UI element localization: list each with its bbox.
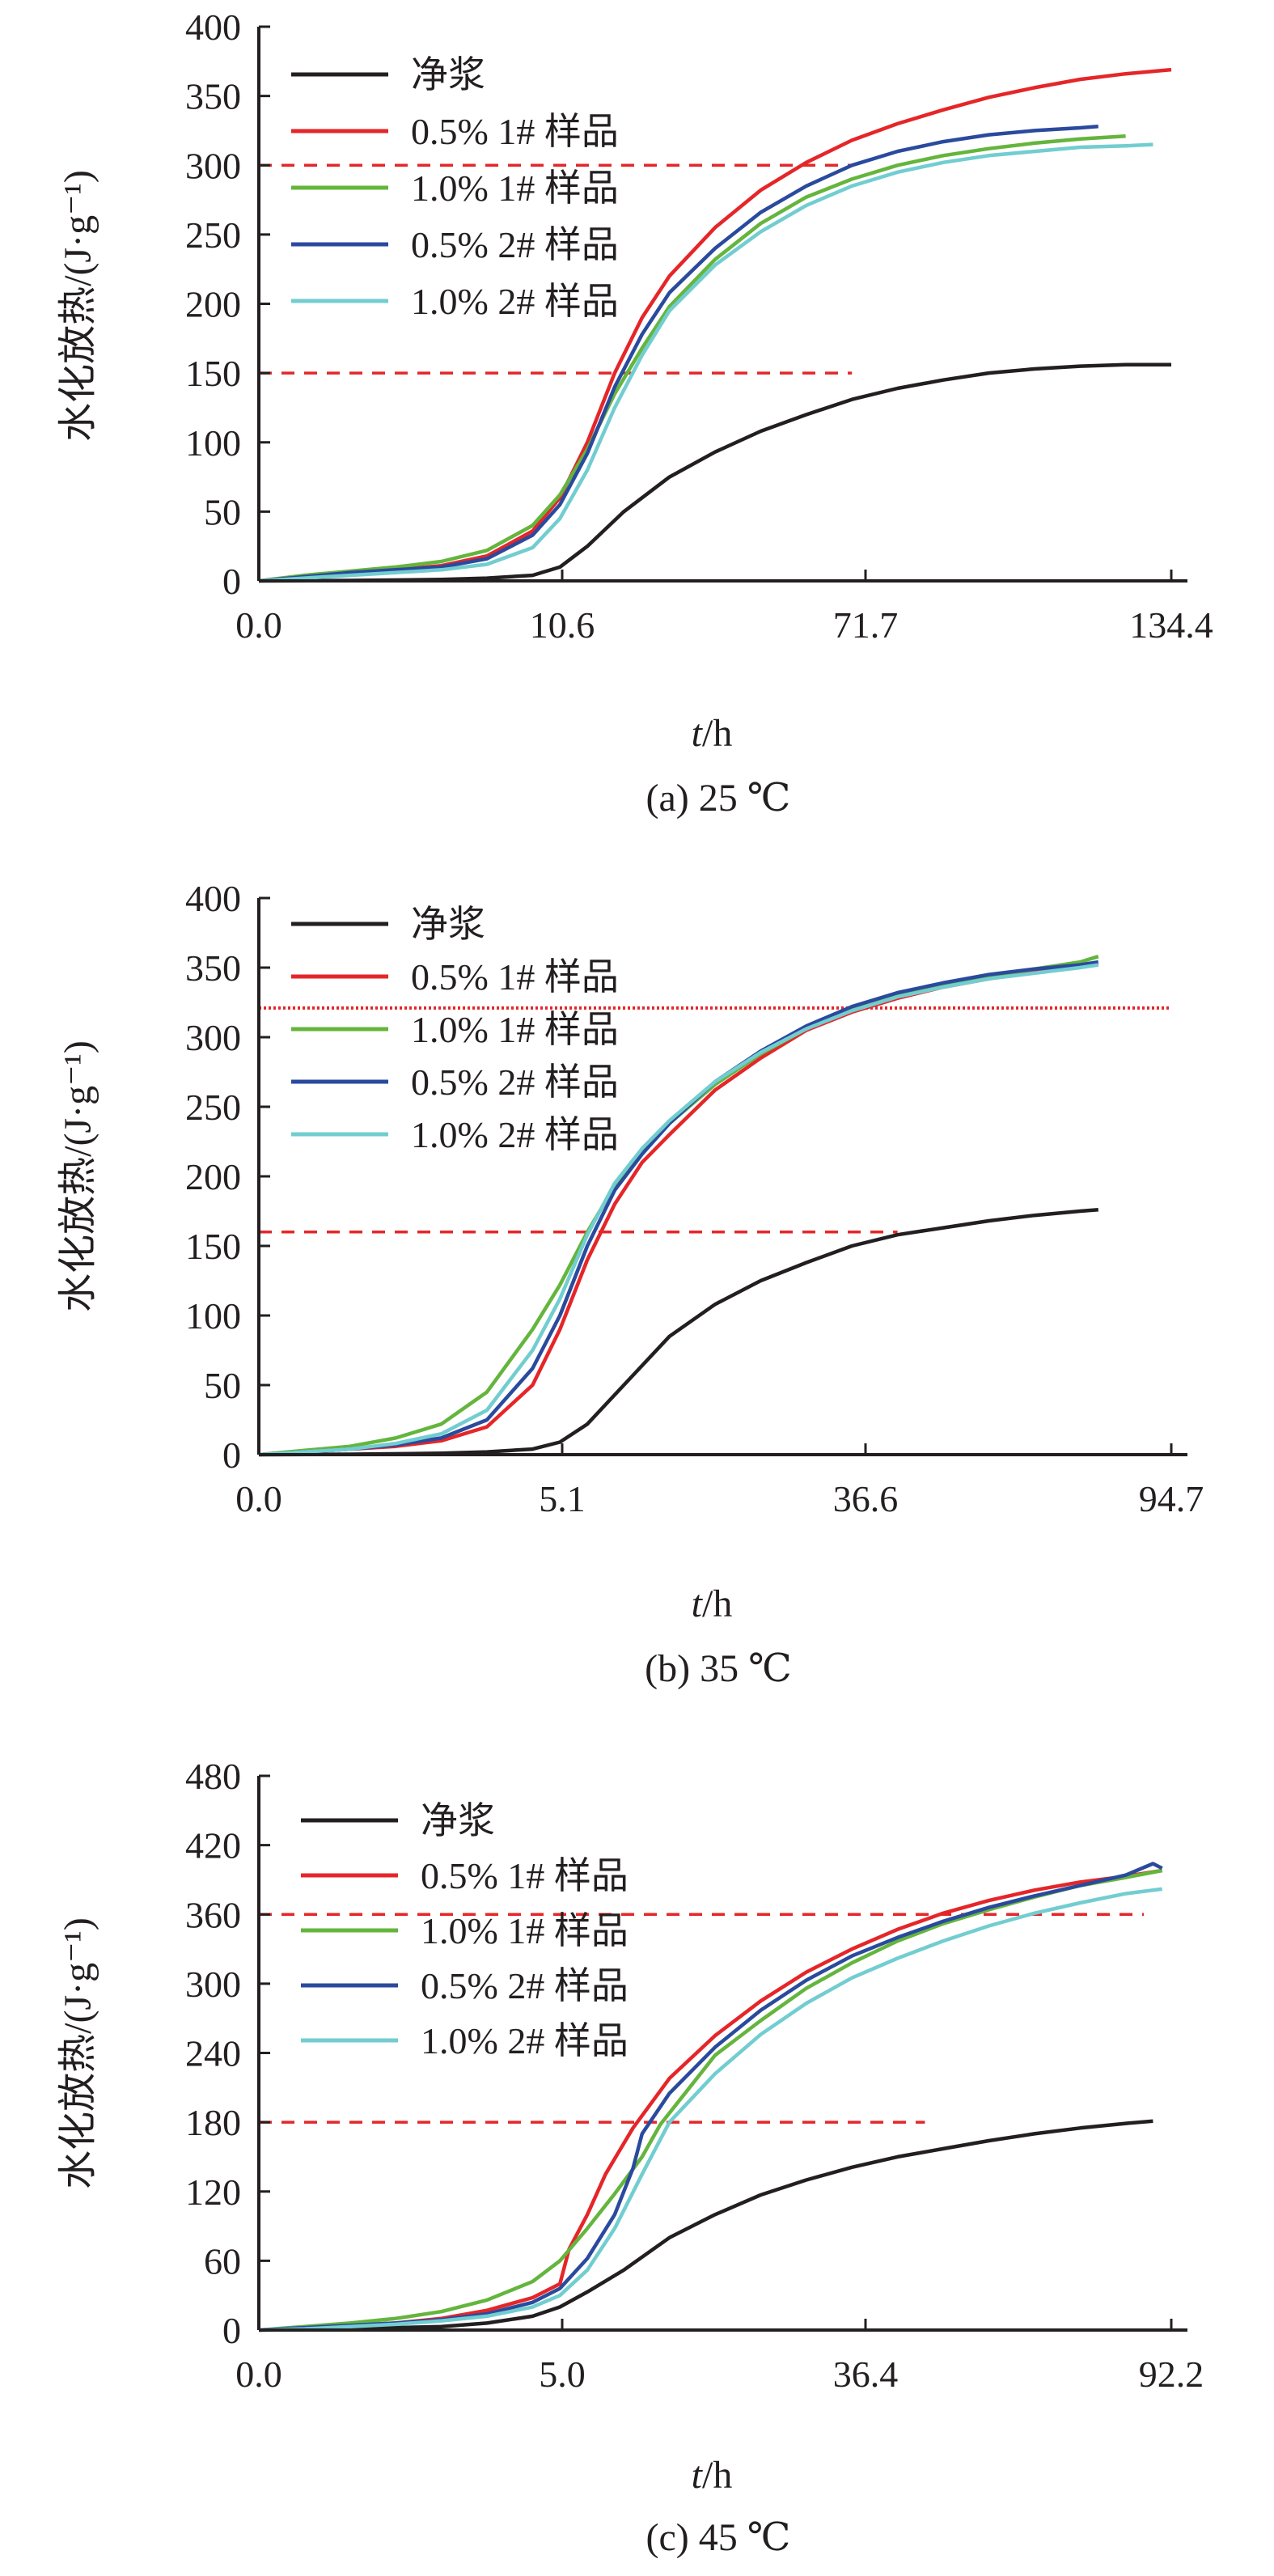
x-tick-label: 92.2: [1139, 2354, 1204, 2395]
y-tick-label: 100: [185, 1295, 241, 1337]
panel-c-x-axis-label: t/h: [692, 2454, 733, 2497]
panel-b-y-axis-label: 水化放热/(J·g⁻¹): [57, 1040, 99, 1312]
panel-a-y-ticks: 0 50 100 150 200 250 300 350 400: [185, 6, 270, 602]
y-tick-label: 400: [185, 6, 241, 48]
panel-a: 0 50 100 150 200 250 300 350 400 0.0 10.6 71.7 134.…: [57, 6, 1213, 820]
x-tick-label: 5.0: [539, 2354, 586, 2395]
y-tick-label: 300: [185, 145, 241, 186]
legend-label: 0.5% 2# 样品: [421, 1965, 629, 2006]
x-tick-label: 71.7: [833, 604, 899, 646]
panel-a-y-axis-label: 水化放热/(J·g⁻¹): [57, 170, 99, 442]
y-tick-label: 350: [185, 947, 241, 989]
panel-b-series-group: [258, 955, 1099, 1457]
series-line-2: [258, 955, 1099, 1457]
y-tick-label: 360: [185, 1894, 241, 1935]
x-tick-label: 36.4: [833, 2354, 899, 2395]
panel-b-legend: 净浆 0.5% 1# 样品 1.0% 1# 样品 0.5% 2# 样品 1.0% 2# …: [291, 904, 619, 1155]
x-tick-label: 10.6: [530, 604, 595, 646]
legend-label: 1.0% 2# 样品: [421, 2020, 629, 2061]
series-line-0: [258, 1208, 1098, 1457]
y-tick-label: 400: [185, 878, 241, 919]
series-line-1: [258, 67, 1172, 583]
y-tick-label: 250: [185, 214, 241, 256]
legend-label: 0.5% 2# 样品: [411, 224, 619, 265]
y-tick-label: 60: [204, 2240, 241, 2282]
panel-a-caption: (a) 25 ℃: [646, 777, 791, 820]
panel-c-caption: (c) 45 ℃: [646, 2516, 791, 2559]
series-line-1: [258, 961, 1099, 1457]
legend-label: 1.0% 2# 样品: [411, 1114, 619, 1155]
panel-c-y-axis-label: 水化放热/(J·g⁻¹): [57, 1917, 99, 2189]
panel-b-caption: (b) 35 ℃: [645, 1647, 792, 1690]
panel-c-legend: 净浆 0.5% 1# 样品 1.0% 1# 样品 0.5% 2# 样品 1.0% 2# …: [301, 1800, 629, 2061]
series-line-4: [258, 963, 1099, 1457]
legend-label: 0.5% 1# 样品: [421, 1855, 629, 1896]
y-tick-label: 0: [222, 1434, 241, 1476]
y-tick-label: 300: [185, 1017, 241, 1058]
series-line-2: [258, 1868, 1163, 2332]
legend-label: 1.0% 1# 样品: [421, 1910, 629, 1951]
y-tick-label: 480: [185, 1756, 241, 1797]
series-line-3: [258, 960, 1099, 1457]
panel-a-x-ticks: 0.0 10.6 71.7 134.4: [235, 570, 1213, 646]
panel-a-legend: 净浆 0.5% 1# 样品 1.0% 1# 样品 0.5% 2# 样品 1.0% 2# …: [291, 54, 619, 322]
y-tick-label: 300: [185, 1964, 241, 2005]
y-tick-label: 200: [185, 1156, 241, 1197]
x-tick-label: 134.4: [1129, 604, 1213, 646]
y-tick-label: 240: [185, 2033, 241, 2074]
x-tick-label: 94.7: [1139, 1478, 1204, 1519]
series-line-3: [258, 125, 1098, 583]
legend-label: 1.0% 2# 样品: [411, 281, 619, 322]
y-tick-label: 50: [204, 491, 241, 532]
panel-c-y-ticks: 0 60 120 180 240 300 360 420 480: [185, 1756, 270, 2351]
panel-b-x-axis-label: t/h: [692, 1582, 733, 1625]
y-tick-label: 0: [222, 561, 241, 602]
panel-c-series-group: [258, 1862, 1163, 2332]
y-tick-label: 150: [185, 1226, 241, 1267]
series-line-4: [258, 142, 1153, 583]
x-tick-label: 0.0: [235, 604, 282, 646]
x-tick-label: 0.0: [235, 1478, 282, 1519]
panel-b-y-ticks: 0 50 100 150 200 250 300 350 400: [185, 878, 270, 1476]
x-tick-label: 5.1: [539, 1478, 586, 1519]
y-tick-label: 250: [185, 1087, 241, 1128]
legend-label: 1.0% 1# 样品: [411, 167, 619, 209]
legend-label: 净浆: [411, 54, 485, 95]
y-tick-label: 0: [222, 2310, 241, 2351]
legend-label: 0.5% 1# 样品: [411, 111, 619, 152]
panel-c-x-ticks: 0.0 5.0 36.4 92.2: [235, 2319, 1204, 2395]
panel-a-x-axis-label: t/h: [692, 712, 733, 755]
panel-a-series-group: [258, 67, 1172, 583]
y-tick-label: 350: [185, 76, 241, 117]
panel-b-x-ticks: 0.0 5.1 36.6 94.7: [235, 1443, 1204, 1519]
series-line-3: [258, 1862, 1163, 2332]
y-tick-label: 50: [204, 1365, 241, 1406]
y-tick-label: 180: [185, 2102, 241, 2143]
series-line-1: [258, 1868, 1163, 2332]
y-tick-label: 420: [185, 1825, 241, 1866]
series-line-4: [258, 1887, 1162, 2332]
legend-label: 净浆: [421, 1800, 495, 1841]
y-tick-label: 200: [185, 284, 241, 325]
series-line-0: [258, 2119, 1153, 2332]
x-tick-label: 0.0: [235, 2354, 282, 2395]
legend-label: 1.0% 1# 样品: [411, 1009, 619, 1050]
legend-label: 0.5% 1# 样品: [411, 956, 619, 998]
series-line-0: [258, 362, 1171, 583]
y-tick-label: 150: [185, 353, 241, 394]
legend-label: 净浆: [411, 904, 485, 945]
legend-label: 0.5% 2# 样品: [411, 1061, 619, 1103]
y-tick-label: 120: [185, 2171, 241, 2213]
x-tick-label: 36.6: [833, 1478, 899, 1519]
series-line-2: [258, 134, 1126, 583]
y-tick-label: 100: [185, 422, 241, 464]
